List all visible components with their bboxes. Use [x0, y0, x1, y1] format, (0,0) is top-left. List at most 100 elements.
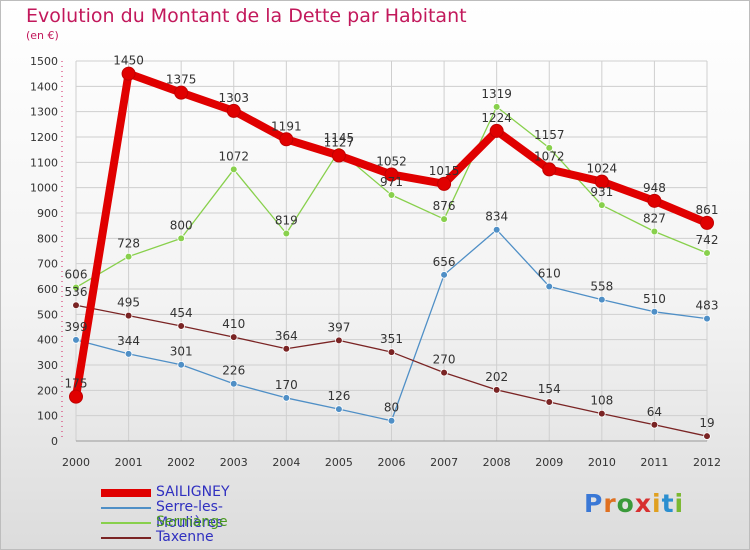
data-point-3 — [545, 398, 554, 406]
data-point-2 — [650, 227, 659, 236]
data-point-2 — [387, 191, 396, 199]
data-label-0: 861 — [696, 203, 719, 217]
data-label-1: 301 — [170, 345, 193, 359]
y-tick-label: 800 — [37, 232, 58, 245]
data-label-3: 154 — [538, 382, 561, 396]
data-point-3 — [387, 348, 396, 356]
x-tick-label: 2001 — [115, 456, 143, 469]
data-label-2: 876 — [433, 199, 456, 213]
chart-title: Evolution du Montant de la Dette par Hab… — [26, 5, 467, 27]
data-label-0: 1303 — [218, 91, 249, 105]
data-label-2: 827 — [643, 211, 666, 225]
data-point-2 — [124, 252, 133, 261]
data-label-2: 819 — [275, 214, 298, 228]
data-label-0: 1191 — [271, 119, 302, 133]
legend-label: Sermange — [156, 514, 228, 530]
data-label-0: 1224 — [481, 111, 512, 125]
data-label-2: 728 — [117, 237, 140, 251]
y-tick-label: 500 — [37, 308, 58, 321]
x-tick-label: 2004 — [272, 456, 300, 469]
data-label-3: 351 — [380, 332, 403, 346]
data-point-1 — [545, 282, 554, 291]
y-tick-label: 1100 — [30, 156, 58, 169]
y-tick-label: 0 — [51, 435, 58, 448]
data-label-1: 834 — [485, 210, 508, 224]
data-point-1 — [650, 307, 659, 316]
data-point-0 — [174, 85, 189, 100]
data-point-0 — [594, 174, 609, 189]
data-label-2: 800 — [170, 218, 193, 232]
data-point-0 — [279, 132, 294, 147]
x-tick-label: 2000 — [62, 456, 90, 469]
data-point-2 — [177, 234, 185, 243]
y-tick-label: 100 — [37, 410, 58, 423]
data-point-3 — [229, 333, 238, 341]
data-point-0 — [542, 162, 557, 177]
data-point-3 — [282, 344, 291, 353]
y-tick-label: 600 — [37, 283, 58, 296]
data-label-0: 1052 — [376, 154, 407, 168]
y-tick-label: 900 — [37, 207, 58, 220]
data-label-2: 1072 — [218, 149, 249, 163]
data-label-0: 1024 — [587, 162, 618, 176]
data-label-2: 1145 — [324, 131, 355, 145]
data-label-0: 948 — [643, 181, 666, 195]
data-point-3 — [72, 301, 80, 310]
data-point-0 — [437, 176, 452, 191]
data-label-2: 1319 — [481, 87, 512, 101]
data-label-0: 1072 — [534, 149, 565, 163]
data-point-3 — [335, 336, 343, 345]
data-point-1 — [598, 295, 606, 304]
x-tick-label: 2012 — [693, 456, 721, 469]
data-point-2 — [492, 103, 501, 111]
legend-label: Serre-les-Moulières — [156, 499, 224, 531]
data-point-0 — [226, 103, 241, 118]
data-label-3: 64 — [647, 405, 662, 419]
y-tick-label: 1200 — [30, 131, 58, 144]
data-label-1: 126 — [327, 389, 350, 403]
data-label-1: 80 — [384, 401, 399, 415]
data-point-2 — [703, 249, 711, 257]
data-point-3 — [440, 368, 448, 377]
y-tick-label: 1300 — [30, 106, 58, 119]
data-label-1: 170 — [275, 378, 298, 392]
data-point-2 — [72, 283, 80, 292]
data-point-1 — [703, 314, 711, 323]
data-point-1 — [335, 405, 343, 413]
data-label-2: 1157 — [534, 128, 565, 142]
data-label-1: 510 — [643, 292, 666, 306]
y-tick-label: 200 — [37, 384, 58, 397]
data-point-1 — [177, 360, 185, 369]
data-label-1: 483 — [696, 299, 719, 313]
data-point-0 — [121, 66, 136, 81]
data-point-1 — [492, 225, 501, 234]
data-point-0 — [700, 215, 714, 230]
unit-label: (en €) — [26, 29, 59, 42]
legend-swatch — [101, 489, 151, 497]
data-point-1 — [229, 379, 238, 388]
data-label-1: 399 — [65, 320, 88, 334]
x-tick-label: 2002 — [167, 456, 195, 469]
x-tick-label: 2010 — [588, 456, 616, 469]
data-label-3: 495 — [117, 296, 140, 310]
data-label-1: 558 — [590, 280, 613, 294]
data-label-0: 175 — [65, 377, 88, 391]
x-tick-label: 2005 — [325, 456, 353, 469]
data-point-3 — [177, 322, 185, 330]
y-tick-label: 1400 — [30, 80, 58, 93]
data-label-3: 364 — [275, 329, 298, 343]
logo-letter: r — [603, 489, 617, 518]
logo-letter: i — [652, 489, 662, 518]
data-point-1 — [282, 394, 291, 402]
logo-letter: i — [674, 489, 685, 518]
data-label-2: 606 — [65, 267, 88, 281]
x-tick-label: 2003 — [220, 456, 248, 469]
data-label-1: 610 — [538, 266, 561, 280]
data-point-0 — [331, 148, 346, 163]
data-point-1 — [72, 336, 80, 344]
x-tick-label: 2008 — [483, 456, 511, 469]
logo-letter: x — [634, 489, 652, 518]
data-point-3 — [703, 432, 711, 440]
data-label-1: 226 — [222, 364, 245, 378]
